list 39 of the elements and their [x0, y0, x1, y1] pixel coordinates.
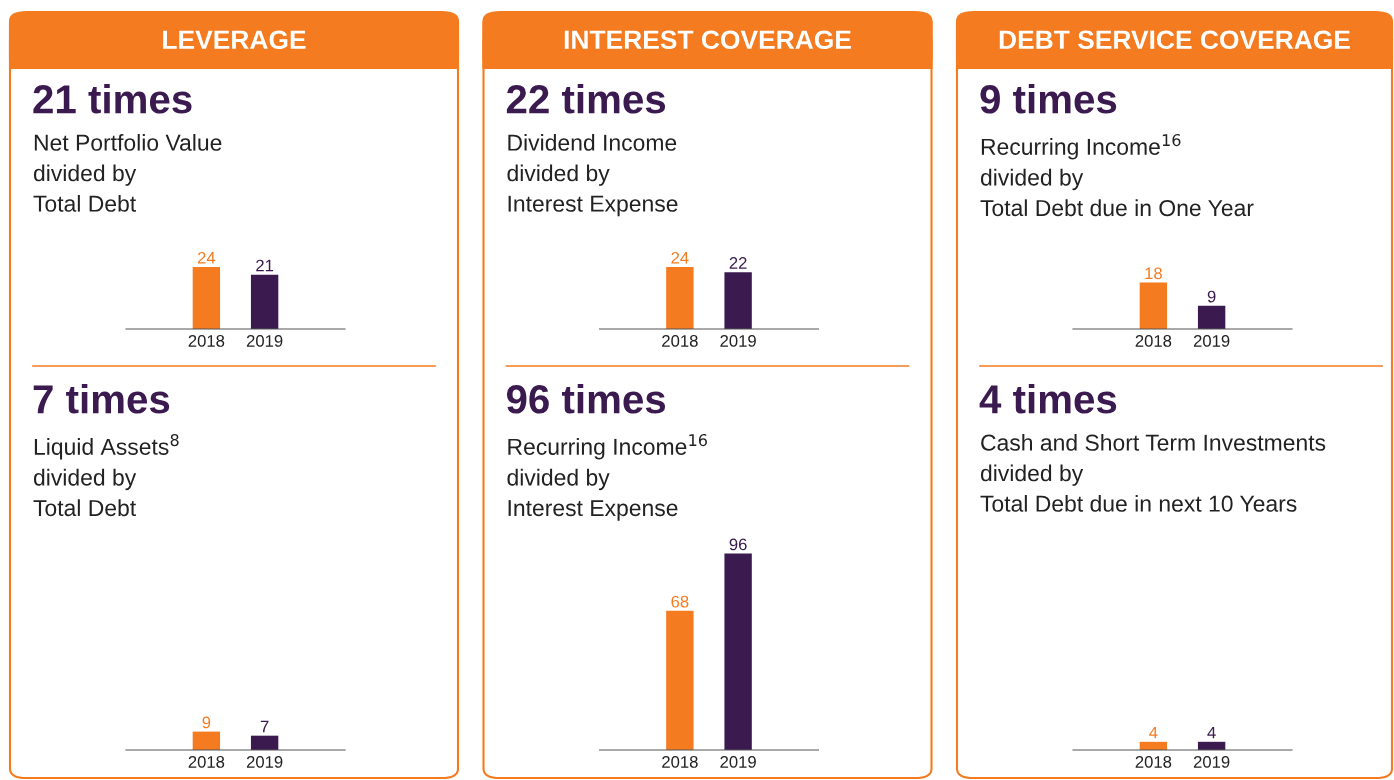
- data-label: 9: [202, 716, 211, 729]
- data-label: 7: [260, 720, 269, 733]
- x-tick-label: 2018: [1135, 756, 1172, 768]
- x-tick-label: 2018: [188, 756, 225, 768]
- chart-subtitle: Cash and Short Term Investments divided by Total Debt due in next 10 Years: [980, 434, 1326, 512]
- chart-title: 96 times: [506, 384, 666, 414]
- chart-subtitle: Net Portfolio Value divided by Total Debt: [33, 134, 222, 212]
- x-tick-label: 2019: [720, 756, 756, 768]
- data-label: 4: [1149, 726, 1158, 739]
- data-label: 22: [729, 257, 747, 269]
- x-tick-label: 2019: [1193, 335, 1230, 347]
- chart-title: 21 times: [33, 84, 192, 114]
- data-label: 21: [256, 259, 274, 272]
- x-tick-label: 2019: [1193, 756, 1230, 768]
- x-tick-label: 2018: [662, 335, 698, 347]
- data-label: 96: [729, 538, 747, 551]
- x-tick-label: 2018: [188, 335, 225, 347]
- text: Recurring Income$^{16}$ divided by Total Debt due in One Year: [980, 134, 1254, 217]
- chart-title: 9 times: [980, 84, 1117, 114]
- x-tick-label: 2018: [662, 756, 698, 768]
- data-label: 68: [671, 595, 689, 608]
- text: DEBT SERVICE COVERAGE: [999, 30, 1350, 50]
- data-label: 4: [1207, 726, 1216, 739]
- x-tick-label: 2019: [720, 335, 756, 347]
- data-label: 18: [1145, 267, 1162, 280]
- chart-title: 7 times: [33, 384, 170, 414]
- chart-title: 22 times: [506, 84, 666, 114]
- x-tick-label: 2019: [246, 756, 283, 768]
- data-label: 9: [1207, 290, 1216, 303]
- text: INTEREST COVERAGE: [564, 30, 851, 50]
- chart-subtitle: Dividend Income divided by Interest Expense: [507, 134, 678, 217]
- x-tick-label: 2019: [246, 335, 283, 347]
- x-tick-label: 2018: [1135, 335, 1172, 347]
- text: Liquid Assets$^{8}$ divided by Total Debt: [33, 434, 179, 517]
- data-label: 24: [671, 251, 689, 264]
- text: Recurring Income$^{16}$ divided by Interest Expense: [507, 434, 707, 521]
- data-label: 24: [197, 251, 216, 264]
- text: LEVERAGE: [163, 30, 306, 50]
- chart-title: 4 times: [979, 384, 1117, 414]
